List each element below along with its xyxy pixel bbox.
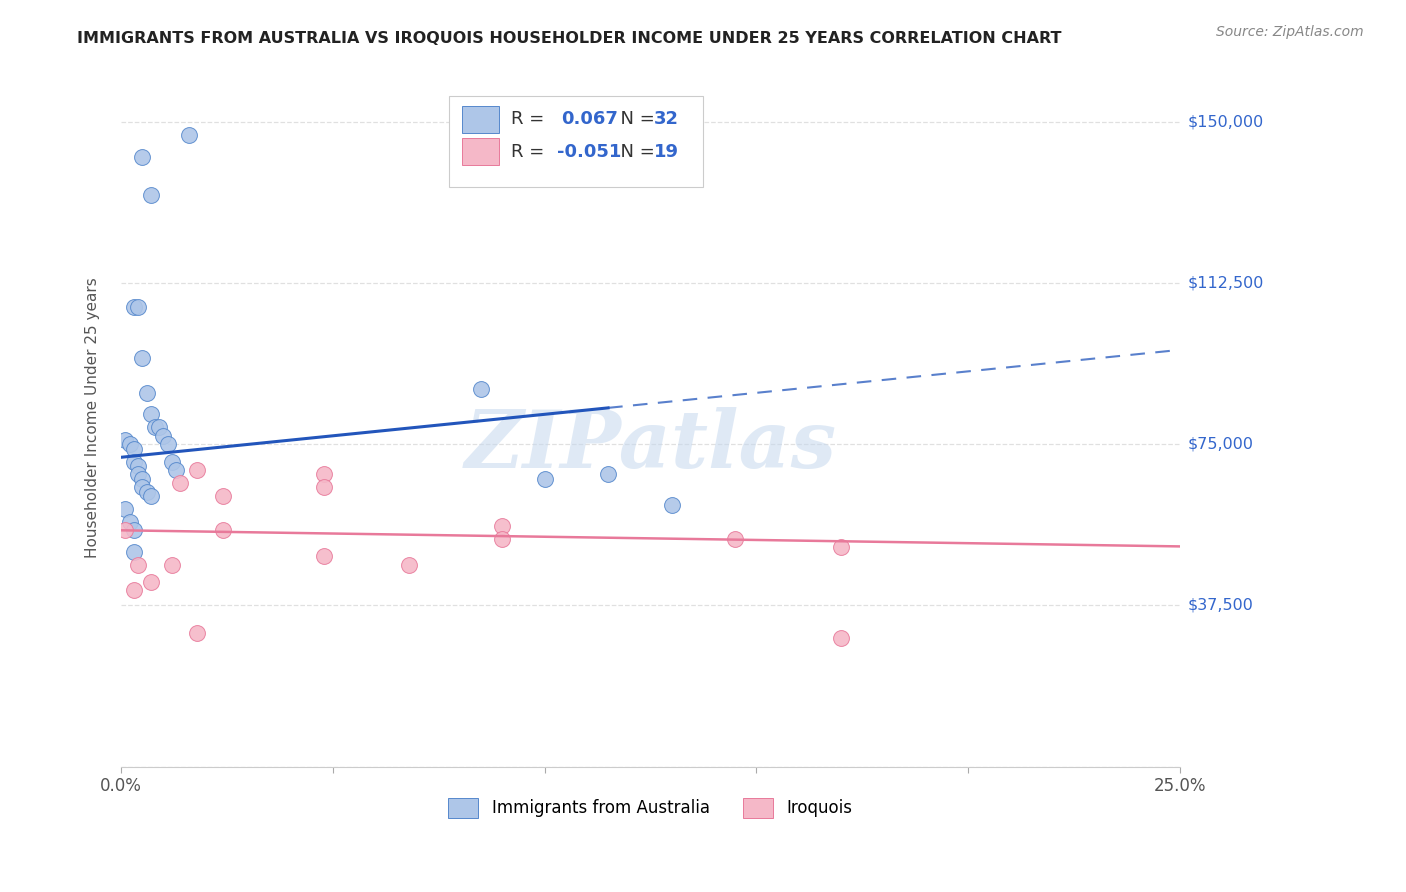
Text: $75,000: $75,000 [1188,437,1254,452]
Point [186,463,208,477]
Point [127,467,149,482]
Y-axis label: Householder Income Under 25 years: Householder Income Under 25 years [86,277,100,558]
Point [470,382,492,396]
Point [165,463,187,477]
Text: N =: N = [609,143,661,161]
Point [314,480,336,494]
Point [160,558,183,572]
Text: Source: ZipAtlas.com: Source: ZipAtlas.com [1216,25,1364,39]
Point [533,472,555,486]
Legend: Immigrants from Australia, Iroquois: Immigrants from Australia, Iroquois [441,791,859,824]
Point [122,545,145,559]
Point [131,351,153,366]
Point [143,420,166,434]
Point [131,480,153,494]
Point [114,524,136,538]
Point [152,429,174,443]
Point [114,433,136,447]
Point [139,574,162,589]
Text: $37,500: $37,500 [1188,598,1254,613]
Point [491,519,513,533]
Point [118,515,141,529]
Point [724,532,747,546]
Point [122,524,145,538]
Text: 32: 32 [654,111,679,128]
Point [211,524,233,538]
Point [661,498,683,512]
Point [177,128,200,142]
Point [211,489,233,503]
Point [148,420,170,434]
Bar [463,106,499,133]
Point [139,188,162,202]
Point [127,458,149,473]
Text: IMMIGRANTS FROM AUSTRALIA VS IROQUOIS HOUSEHOLDER INCOME UNDER 25 YEARS CORRELAT: IMMIGRANTS FROM AUSTRALIA VS IROQUOIS HO… [77,31,1062,46]
Point [314,549,336,563]
Point [122,442,145,456]
Point [139,407,162,421]
Bar [463,138,499,165]
Text: -0.051: -0.051 [557,143,621,161]
Point [131,150,153,164]
Point [491,532,513,546]
Point [139,489,162,503]
FancyBboxPatch shape [450,96,703,187]
Point [114,501,136,516]
Point [830,631,852,645]
Point [169,476,191,491]
Point [135,385,157,400]
Point [398,558,420,572]
Text: R =: R = [510,111,550,128]
Point [156,437,179,451]
Text: N =: N = [609,111,661,128]
Text: R =: R = [510,143,550,161]
Point [830,541,852,555]
Point [122,454,145,468]
Point [314,467,336,482]
Text: 0.067: 0.067 [561,111,619,128]
Point [186,626,208,640]
Text: ZIPatlas: ZIPatlas [464,407,837,484]
Point [122,583,145,598]
Point [122,300,145,314]
Point [135,484,157,499]
Point [131,472,153,486]
Point [598,467,620,482]
Point [127,558,149,572]
Point [160,454,183,468]
Text: $150,000: $150,000 [1188,115,1264,129]
Point [118,437,141,451]
Point [127,300,149,314]
Text: $112,500: $112,500 [1188,276,1264,291]
Text: 19: 19 [654,143,679,161]
